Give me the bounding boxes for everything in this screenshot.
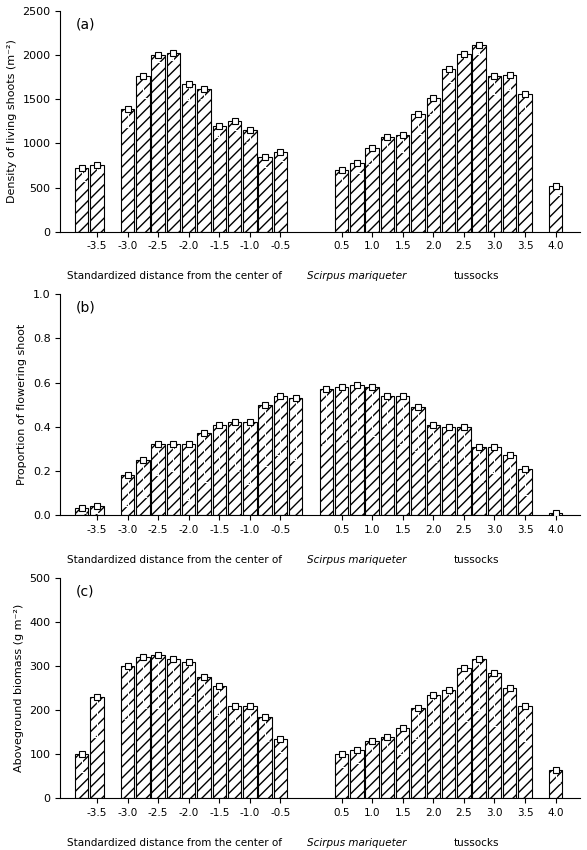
Bar <box>473 446 486 515</box>
Bar <box>212 686 226 798</box>
Bar <box>503 688 517 798</box>
Bar <box>549 186 562 232</box>
Text: tussocks: tussocks <box>453 555 499 564</box>
Bar <box>182 661 195 798</box>
Bar <box>366 387 379 515</box>
Bar <box>350 385 363 515</box>
Bar <box>151 55 165 232</box>
Bar <box>366 741 379 798</box>
Bar <box>488 446 501 515</box>
Bar <box>197 88 211 232</box>
Bar <box>167 445 180 515</box>
Bar <box>442 690 456 798</box>
Bar <box>503 456 517 515</box>
Text: tussocks: tussocks <box>453 271 499 281</box>
Bar <box>136 657 150 798</box>
Bar <box>427 424 440 515</box>
Bar <box>335 754 348 798</box>
Y-axis label: Proportion of flowering shoot: Proportion of flowering shoot <box>18 324 28 485</box>
Bar <box>212 126 226 232</box>
Text: Standardized distance from the center of: Standardized distance from the center of <box>67 271 282 281</box>
Bar <box>335 170 348 232</box>
Bar <box>366 148 379 232</box>
Bar <box>243 422 257 515</box>
Bar <box>258 156 272 232</box>
Bar <box>396 396 410 515</box>
Bar <box>457 668 471 798</box>
Bar <box>396 728 410 798</box>
Bar <box>197 434 211 515</box>
Bar <box>503 76 517 232</box>
Bar <box>167 54 180 232</box>
Bar <box>75 508 89 515</box>
Bar <box>75 754 89 798</box>
Y-axis label: Density of living shoots (m⁻²): Density of living shoots (m⁻²) <box>7 39 17 203</box>
Bar <box>243 130 257 232</box>
Bar <box>182 84 195 232</box>
Bar <box>274 396 287 515</box>
Bar <box>258 717 272 798</box>
Bar <box>228 422 241 515</box>
Bar <box>151 445 165 515</box>
Text: (b): (b) <box>76 301 96 314</box>
Bar <box>90 507 104 515</box>
Bar <box>350 163 363 232</box>
Bar <box>457 54 471 232</box>
Bar <box>182 445 195 515</box>
Bar <box>289 398 302 515</box>
Text: tussocks: tussocks <box>453 838 499 848</box>
Bar <box>473 660 486 798</box>
Bar <box>121 666 134 798</box>
Bar <box>442 427 456 515</box>
Bar <box>75 168 89 232</box>
Bar <box>518 94 532 232</box>
Bar <box>90 697 104 798</box>
Bar <box>411 114 425 232</box>
Text: (a): (a) <box>76 18 96 31</box>
Bar <box>258 405 272 515</box>
Bar <box>457 427 471 515</box>
Text: Scirpus mariqueter: Scirpus mariqueter <box>307 838 406 848</box>
Text: Scirpus mariqueter: Scirpus mariqueter <box>307 271 406 281</box>
Bar <box>411 708 425 798</box>
Bar <box>274 152 287 232</box>
Bar <box>518 706 532 798</box>
Bar <box>411 407 425 515</box>
Bar <box>228 122 241 232</box>
Bar <box>90 165 104 232</box>
Bar <box>381 737 394 798</box>
Bar <box>549 770 562 798</box>
Bar <box>427 99 440 232</box>
Bar <box>518 468 532 515</box>
Bar <box>488 76 501 232</box>
Text: Standardized distance from the center of: Standardized distance from the center of <box>67 838 282 848</box>
Bar <box>136 460 150 515</box>
Y-axis label: Aboveground biomass (g m⁻²): Aboveground biomass (g m⁻²) <box>14 604 24 772</box>
Text: Standardized distance from the center of: Standardized distance from the center of <box>67 555 282 564</box>
Bar <box>274 739 287 798</box>
Bar <box>549 513 562 515</box>
Bar <box>488 672 501 798</box>
Bar <box>228 706 241 798</box>
Bar <box>197 677 211 798</box>
Bar <box>136 76 150 232</box>
Bar <box>167 660 180 798</box>
Bar <box>212 424 226 515</box>
Bar <box>319 389 333 515</box>
Bar <box>381 396 394 515</box>
Bar <box>381 137 394 232</box>
Bar <box>121 109 134 232</box>
Bar <box>427 694 440 798</box>
Bar <box>121 475 134 515</box>
Bar <box>442 69 456 232</box>
Bar <box>243 706 257 798</box>
Bar <box>396 134 410 232</box>
Bar <box>350 750 363 798</box>
Bar <box>151 654 165 798</box>
Text: (c): (c) <box>76 584 95 598</box>
Bar <box>335 387 348 515</box>
Text: Scirpus mariqueter: Scirpus mariqueter <box>307 555 406 564</box>
Bar <box>473 45 486 232</box>
